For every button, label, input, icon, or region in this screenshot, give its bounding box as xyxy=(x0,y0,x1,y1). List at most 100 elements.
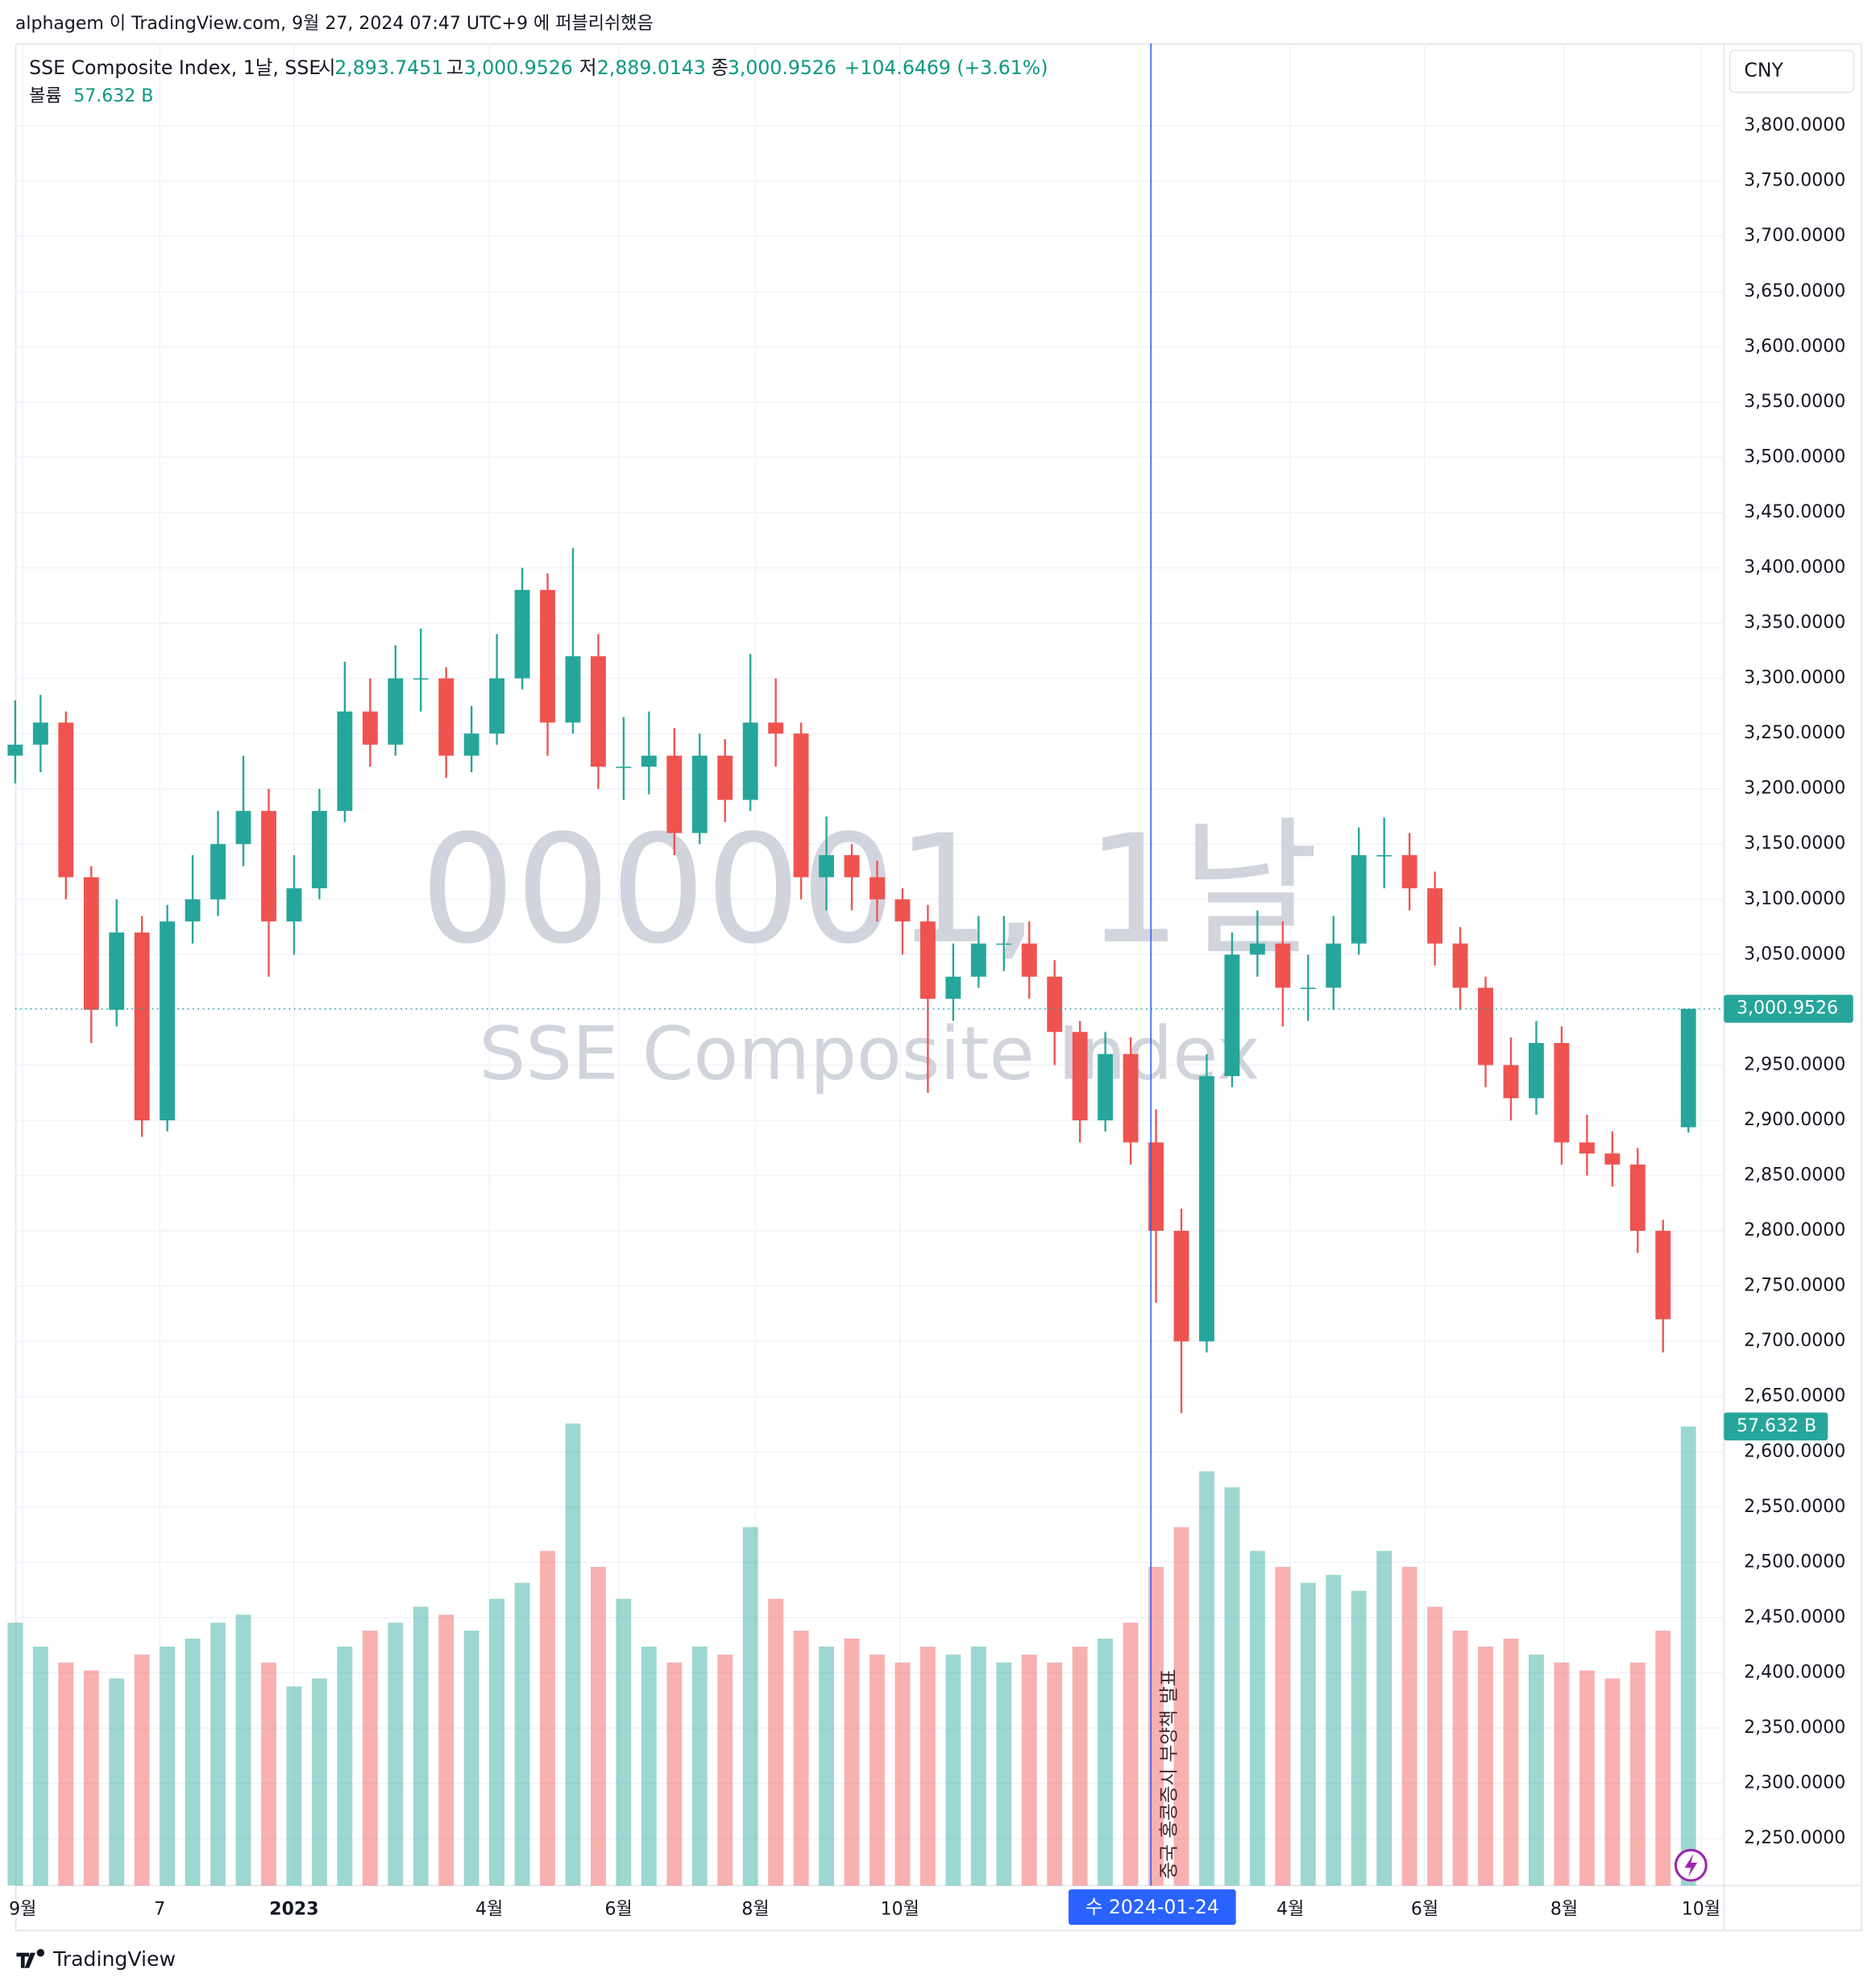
y-tick-label: 3,800.0000 xyxy=(1744,115,1845,135)
y-tick-label: 3,100.0000 xyxy=(1744,889,1845,909)
volume-bar xyxy=(1123,1622,1139,1886)
volume-bar xyxy=(996,1662,1012,1886)
candle-body xyxy=(1224,954,1240,1077)
volume-bar xyxy=(565,1423,581,1886)
volume-bar xyxy=(337,1646,353,1886)
volume-bar xyxy=(1021,1654,1037,1886)
candle-body xyxy=(1376,854,1392,857)
volume-bar xyxy=(1655,1631,1671,1886)
volume-bar xyxy=(1275,1567,1291,1886)
volume-bar xyxy=(1047,1662,1063,1886)
volume-bar xyxy=(1452,1631,1468,1886)
candle-body xyxy=(109,932,125,1010)
volume-bar xyxy=(388,1622,404,1886)
volume-bar xyxy=(489,1598,505,1886)
candle-body xyxy=(540,589,555,723)
y-tick-label: 3,300.0000 xyxy=(1744,668,1845,688)
candle-body xyxy=(1275,943,1291,988)
volume-bar xyxy=(1554,1662,1570,1886)
volume-bar xyxy=(210,1622,226,1886)
y-tick-label: 3,600.0000 xyxy=(1744,336,1845,356)
legend-key: 고 xyxy=(446,56,464,79)
candle-body xyxy=(7,744,23,756)
candle-body xyxy=(641,755,657,767)
volume-bar xyxy=(32,1646,48,1886)
candle-body xyxy=(1123,1053,1139,1143)
volume-bar xyxy=(109,1678,125,1886)
candle-body xyxy=(134,932,150,1120)
volume-bar xyxy=(742,1527,758,1886)
x-tick-label: 8월 xyxy=(1550,1899,1578,1919)
volume-bar xyxy=(1300,1582,1316,1886)
legend-value: 2,889.0143 xyxy=(597,56,706,79)
volume-bar xyxy=(1376,1551,1392,1886)
annotation: 중국 홍콩증시 부양책 발표 xyxy=(1157,1668,1180,1879)
volume-bar xyxy=(894,1662,911,1886)
candle-body xyxy=(844,854,860,878)
y-tick-label: 3,150.0000 xyxy=(1744,833,1845,854)
y-tick-label: 3,750.0000 xyxy=(1744,171,1845,191)
candle-body xyxy=(210,844,226,900)
legend-key: 종 xyxy=(711,56,728,79)
candle-body xyxy=(235,811,251,845)
candle-body xyxy=(1427,888,1443,944)
volume-bar xyxy=(1199,1471,1214,1886)
chart-frame xyxy=(15,43,1862,1931)
volume-bar xyxy=(819,1646,835,1886)
currency-label[interactable]: CNY xyxy=(1744,59,1783,81)
volume-bar xyxy=(540,1551,555,1886)
candle-body xyxy=(565,656,581,723)
candle-body xyxy=(286,888,302,922)
y-tick-label: 2,550.0000 xyxy=(1744,1497,1845,1517)
y-tick-label: 2,700.0000 xyxy=(1744,1331,1845,1351)
volume-bar xyxy=(1427,1606,1443,1886)
volume-bar xyxy=(185,1638,201,1886)
volume-bar xyxy=(311,1678,327,1886)
volume-bar xyxy=(1604,1678,1621,1886)
y-tick-label: 3,350.0000 xyxy=(1744,613,1845,633)
y-tick-label: 3,700.0000 xyxy=(1744,226,1845,246)
candle-body xyxy=(1401,854,1417,889)
volume-bar xyxy=(1503,1638,1519,1886)
candle-body xyxy=(793,733,809,878)
candle-body xyxy=(1478,987,1493,1066)
y-tick-label: 2,400.0000 xyxy=(1744,1662,1845,1682)
candle-body xyxy=(1629,1164,1646,1232)
legend-key: 볼륨 xyxy=(29,86,62,106)
volume-bar xyxy=(1680,1426,1696,1886)
last-volume-tag xyxy=(1724,1412,1828,1441)
candle-body xyxy=(616,767,632,768)
volume-bar xyxy=(438,1614,454,1886)
candle-body xyxy=(945,976,961,999)
candle-body xyxy=(83,877,99,1010)
x-tick-label: 4월 xyxy=(475,1899,503,1919)
grid xyxy=(15,43,1725,1886)
publish-info: alphagem 이 TradingView.com, 9월 27, 2024 … xyxy=(15,14,654,34)
alert-icon-bolt xyxy=(1684,1854,1698,1877)
volume-bar xyxy=(286,1686,302,1886)
y-tick-label: 2,450.0000 xyxy=(1744,1607,1845,1627)
candle-body xyxy=(1148,1142,1164,1232)
legend-change: +104.6469 (+3.61%) xyxy=(845,56,1048,79)
volume-bar xyxy=(235,1614,251,1886)
volume-bar xyxy=(413,1606,429,1886)
candle-body xyxy=(160,921,176,1120)
volume-bar xyxy=(83,1670,99,1886)
volume-bar xyxy=(945,1654,961,1886)
volume-bar xyxy=(1351,1590,1367,1886)
candle-body xyxy=(691,755,708,833)
y-tick-label: 3,550.0000 xyxy=(1744,392,1845,412)
y-tick-label: 3,250.0000 xyxy=(1744,723,1845,743)
candle-body xyxy=(185,899,201,922)
y-tick-label: 2,650.0000 xyxy=(1744,1386,1845,1406)
volume-bar xyxy=(514,1582,530,1886)
candle-body xyxy=(1173,1231,1189,1342)
volume-bar xyxy=(591,1567,606,1886)
candle-body xyxy=(742,722,758,800)
volume-bar xyxy=(7,1622,23,1886)
candle-body xyxy=(261,811,276,922)
currency-button[interactable] xyxy=(1729,49,1855,93)
y-tick-label: 3,450.0000 xyxy=(1744,502,1845,522)
